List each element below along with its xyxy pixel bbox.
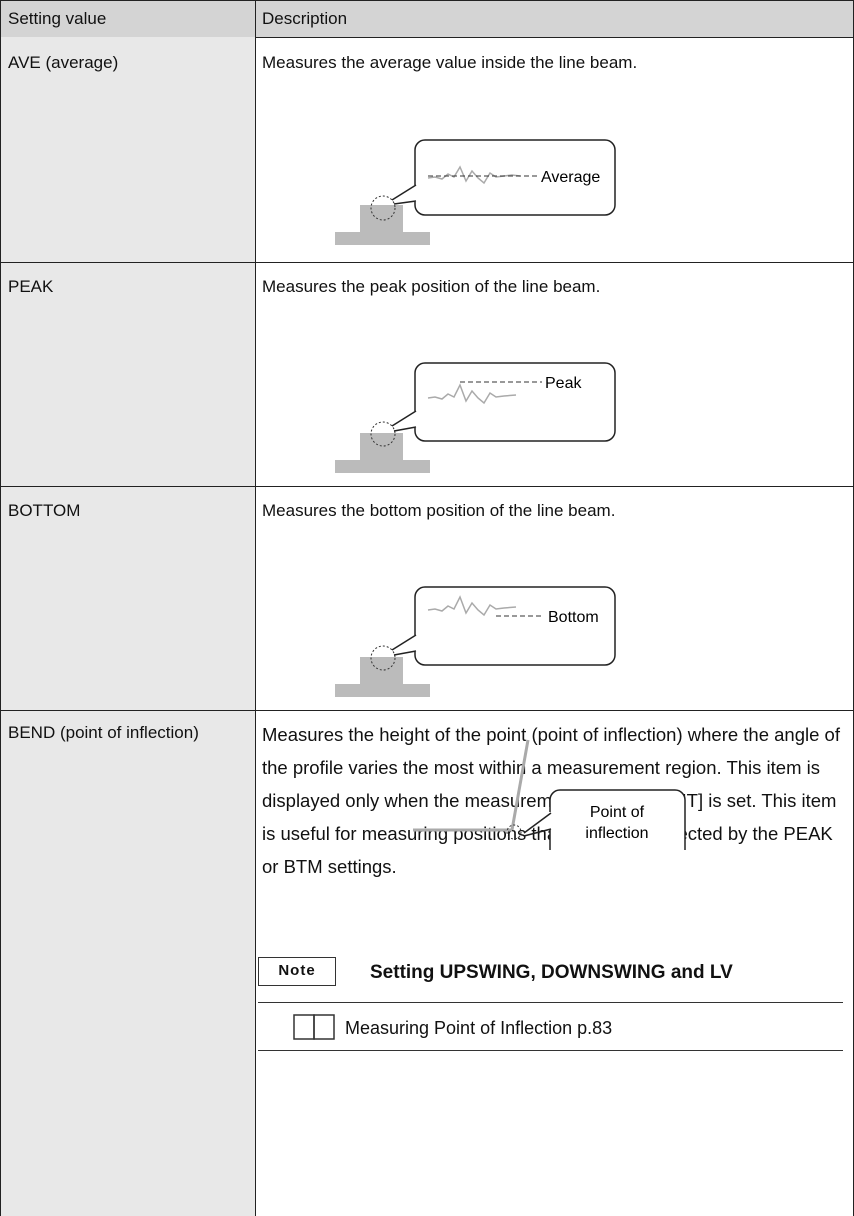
description: Measures the height of the point (point … bbox=[262, 724, 840, 877]
note-reference: Measuring Point of Inflection p.83 bbox=[345, 1018, 613, 1038]
figure: Bottom bbox=[335, 586, 616, 697]
header-cell: Setting value bbox=[8, 9, 107, 28]
bubble bbox=[414, 586, 616, 666]
bubble bbox=[414, 139, 616, 216]
profile bbox=[510, 739, 530, 831]
zoom-circle bbox=[370, 645, 396, 671]
tail bbox=[393, 200, 417, 205]
tail bbox=[523, 812, 552, 834]
tail bbox=[391, 634, 417, 651]
description: Measures the peak position of the line b… bbox=[262, 277, 601, 296]
figure-label: Peak bbox=[545, 375, 582, 392]
note-title: Setting UPSWING, DOWNSWING and LV bbox=[370, 962, 733, 983]
bubble-gap bbox=[413, 185, 418, 202]
setting-cell: BOTTOM bbox=[8, 501, 81, 520]
figure-label: inflection bbox=[585, 825, 648, 842]
pedestal bbox=[360, 205, 403, 232]
zoom-circle bbox=[370, 195, 396, 221]
profile bbox=[427, 383, 517, 405]
setting-cell: PEAK bbox=[8, 277, 54, 296]
bubble-gap bbox=[413, 635, 418, 652]
tail bbox=[523, 828, 552, 837]
figure-label: Point of bbox=[590, 804, 645, 821]
tail bbox=[393, 650, 417, 656]
profile bbox=[427, 595, 517, 617]
bubble-gap bbox=[413, 411, 418, 428]
pedestal bbox=[360, 657, 403, 684]
row-border bbox=[0, 262, 854, 263]
book-icon bbox=[293, 1014, 335, 1040]
base bbox=[335, 232, 430, 245]
figure: Peak bbox=[335, 362, 616, 473]
row-border bbox=[0, 710, 854, 711]
note-rule bbox=[258, 1050, 843, 1051]
tail bbox=[393, 426, 417, 432]
bubble-gap bbox=[548, 812, 553, 830]
zoom-circle bbox=[370, 421, 396, 447]
header-cell: Description bbox=[262, 9, 348, 28]
left-column bbox=[0, 37, 256, 1216]
bubble bbox=[414, 362, 616, 442]
figure: Point of inflection bbox=[413, 739, 686, 850]
setting-cell: BEND (point of inflection) bbox=[8, 723, 199, 742]
divider bbox=[255, 0, 256, 38]
figure: Average bbox=[335, 139, 616, 245]
description: Measures the bottom position of the line… bbox=[262, 501, 616, 520]
figure-label: Average bbox=[541, 169, 600, 186]
base bbox=[335, 684, 430, 697]
pedestal bbox=[360, 433, 403, 460]
description: Measures the average value inside the li… bbox=[262, 53, 638, 72]
note-rule bbox=[258, 1002, 843, 1003]
zoom-circle bbox=[506, 824, 522, 840]
setting-cell: AVE (average) bbox=[8, 53, 119, 72]
tail bbox=[391, 184, 417, 201]
base bbox=[335, 460, 430, 473]
row-border bbox=[0, 486, 854, 487]
figure-label: Bottom bbox=[548, 609, 599, 626]
note-badge: Note bbox=[258, 957, 336, 986]
header-row bbox=[0, 0, 854, 38]
tail bbox=[391, 410, 417, 427]
